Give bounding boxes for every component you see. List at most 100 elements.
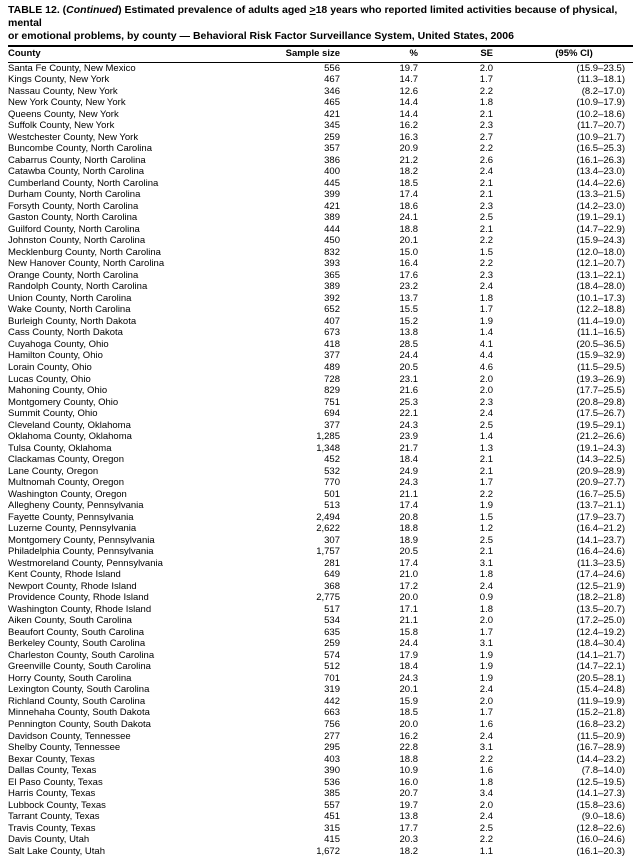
cell-county: Philadelphia County, Pennsylvania [8, 547, 278, 559]
cell-sample: 649 [278, 570, 368, 582]
cell-county: Lucas County, Ohio [8, 374, 278, 386]
cell-se: 2.3 [448, 121, 523, 133]
cell-se: 2.5 [448, 420, 523, 432]
cell-county: Minnehaha County, South Dakota [8, 708, 278, 720]
cell-sample: 534 [278, 616, 368, 628]
cell-sample: 421 [278, 109, 368, 121]
cell-county: Lexington County, South Carolina [8, 685, 278, 697]
cell-county: Clackamas County, Oregon [8, 455, 278, 467]
cell-ci: (18.2–21.8) [523, 593, 633, 605]
cell-sample: 701 [278, 674, 368, 686]
cell-county: Santa Fe County, New Mexico [8, 63, 278, 75]
cell-ci: (19.1–24.3) [523, 443, 633, 455]
table-row: Davidson County, Tennessee27716.22.4(11.… [8, 731, 633, 743]
cell-sample: 403 [278, 754, 368, 766]
cell-county: Durham County, North Carolina [8, 190, 278, 202]
cell-sample: 385 [278, 789, 368, 801]
cell-pct: 18.5 [368, 178, 448, 190]
cell-se: 1.7 [448, 628, 523, 640]
cell-se: 2.1 [448, 466, 523, 478]
cell-sample: 756 [278, 720, 368, 732]
cell-sample: 501 [278, 489, 368, 501]
cell-sample: 400 [278, 167, 368, 179]
cell-ci: (16.8–23.2) [523, 720, 633, 732]
cell-sample: 345 [278, 121, 368, 133]
cell-pct: 13.7 [368, 294, 448, 306]
cell-pct: 19.7 [368, 63, 448, 75]
cell-sample: 450 [278, 236, 368, 248]
cell-pct: 21.6 [368, 386, 448, 398]
cell-ci: (19.1–29.1) [523, 213, 633, 225]
cell-pct: 24.9 [368, 466, 448, 478]
table-row: Philadelphia County, Pennsylvania1,75720… [8, 547, 633, 559]
cell-county: Richland County, South Carolina [8, 697, 278, 709]
cell-sample: 346 [278, 86, 368, 98]
cell-sample: 832 [278, 248, 368, 260]
cell-pct: 16.0 [368, 777, 448, 789]
cell-ci: (17.9–23.7) [523, 512, 633, 524]
cell-sample: 829 [278, 386, 368, 398]
cell-sample: 770 [278, 478, 368, 490]
cell-sample: 393 [278, 259, 368, 271]
table-row: Westmoreland County, Pennsylvania28117.4… [8, 558, 633, 570]
table-row: Lane County, Oregon53224.92.1(20.9–28.9) [8, 466, 633, 478]
cell-pct: 18.4 [368, 455, 448, 467]
table-row: Dallas County, Texas39010.91.6(7.8–14.0) [8, 766, 633, 778]
cell-se: 2.1 [448, 190, 523, 202]
table-row: Randolph County, North Carolina38923.22.… [8, 282, 633, 294]
table-row: Newport County, Rhode Island36817.22.4(1… [8, 582, 633, 594]
cell-ci: (18.4–30.4) [523, 639, 633, 651]
cell-sample: 512 [278, 662, 368, 674]
cell-pct: 24.4 [368, 639, 448, 651]
cell-pct: 20.5 [368, 547, 448, 559]
cell-se: 1.7 [448, 75, 523, 87]
cell-se: 1.9 [448, 651, 523, 663]
cell-county: Washington County, Oregon [8, 489, 278, 501]
cell-se: 2.2 [448, 754, 523, 766]
cell-se: 1.4 [448, 328, 523, 340]
table-row: Oklahoma County, Oklahoma1,28523.91.4(21… [8, 432, 633, 444]
cell-county: Montgomery County, Pennsylvania [8, 535, 278, 547]
table-row: New York County, New York46514.41.8(10.9… [8, 98, 633, 110]
cell-se: 2.1 [448, 178, 523, 190]
cell-sample: 357 [278, 144, 368, 156]
table-row: Washington County, Oregon50121.12.2(16.7… [8, 489, 633, 501]
cell-ci: (11.7–20.7) [523, 121, 633, 133]
cell-sample: 556 [278, 63, 368, 75]
cell-se: 2.0 [448, 616, 523, 628]
cell-se: 2.0 [448, 386, 523, 398]
cell-ci: (15.8–23.6) [523, 800, 633, 812]
cell-county: Multnomah County, Oregon [8, 478, 278, 490]
cell-pct: 24.3 [368, 674, 448, 686]
cell-county: Mahoning County, Ohio [8, 386, 278, 398]
table-row: El Paso County, Texas53616.01.8(12.5–19.… [8, 777, 633, 789]
table-row: Wake County, North Carolina65215.51.7(12… [8, 305, 633, 317]
cell-pct: 18.9 [368, 535, 448, 547]
cell-sample: 489 [278, 363, 368, 375]
table-row: Cass County, North Dakota67313.81.4(11.1… [8, 328, 633, 340]
table-row: Union County, North Carolina39213.71.8(1… [8, 294, 633, 306]
cell-sample: 259 [278, 639, 368, 651]
cell-sample: 386 [278, 155, 368, 167]
cell-se: 3.1 [448, 743, 523, 755]
cell-pct: 24.3 [368, 478, 448, 490]
cell-se: 2.0 [448, 800, 523, 812]
cell-ci: (11.5–29.5) [523, 363, 633, 375]
cell-se: 1.6 [448, 766, 523, 778]
cell-sample: 307 [278, 535, 368, 547]
table-row: Shelby County, Tennessee29522.83.1(16.7–… [8, 743, 633, 755]
cell-se: 2.1 [448, 455, 523, 467]
cell-pct: 18.2 [368, 846, 448, 858]
cell-se: 2.3 [448, 397, 523, 409]
cell-ci: (16.4–24.6) [523, 547, 633, 559]
cell-county: Travis County, Texas [8, 823, 278, 835]
cell-ci: (17.2–25.0) [523, 616, 633, 628]
cell-sample: 295 [278, 743, 368, 755]
cell-county: New York County, New York [8, 98, 278, 110]
cell-se: 2.0 [448, 697, 523, 709]
cell-county: Providence County, Rhode Island [8, 593, 278, 605]
table-row: Harris County, Texas38520.73.4(14.1–27.3… [8, 789, 633, 801]
cell-pct: 20.5 [368, 363, 448, 375]
cell-pct: 20.1 [368, 685, 448, 697]
cell-se: 1.4 [448, 432, 523, 444]
